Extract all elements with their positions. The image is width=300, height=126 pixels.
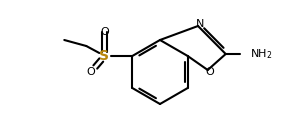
- Text: NH$_2$: NH$_2$: [250, 47, 272, 61]
- Text: S: S: [99, 49, 109, 63]
- Text: N: N: [196, 19, 204, 29]
- Text: O: O: [86, 67, 95, 77]
- Text: O: O: [205, 67, 214, 77]
- Text: O: O: [100, 27, 109, 37]
